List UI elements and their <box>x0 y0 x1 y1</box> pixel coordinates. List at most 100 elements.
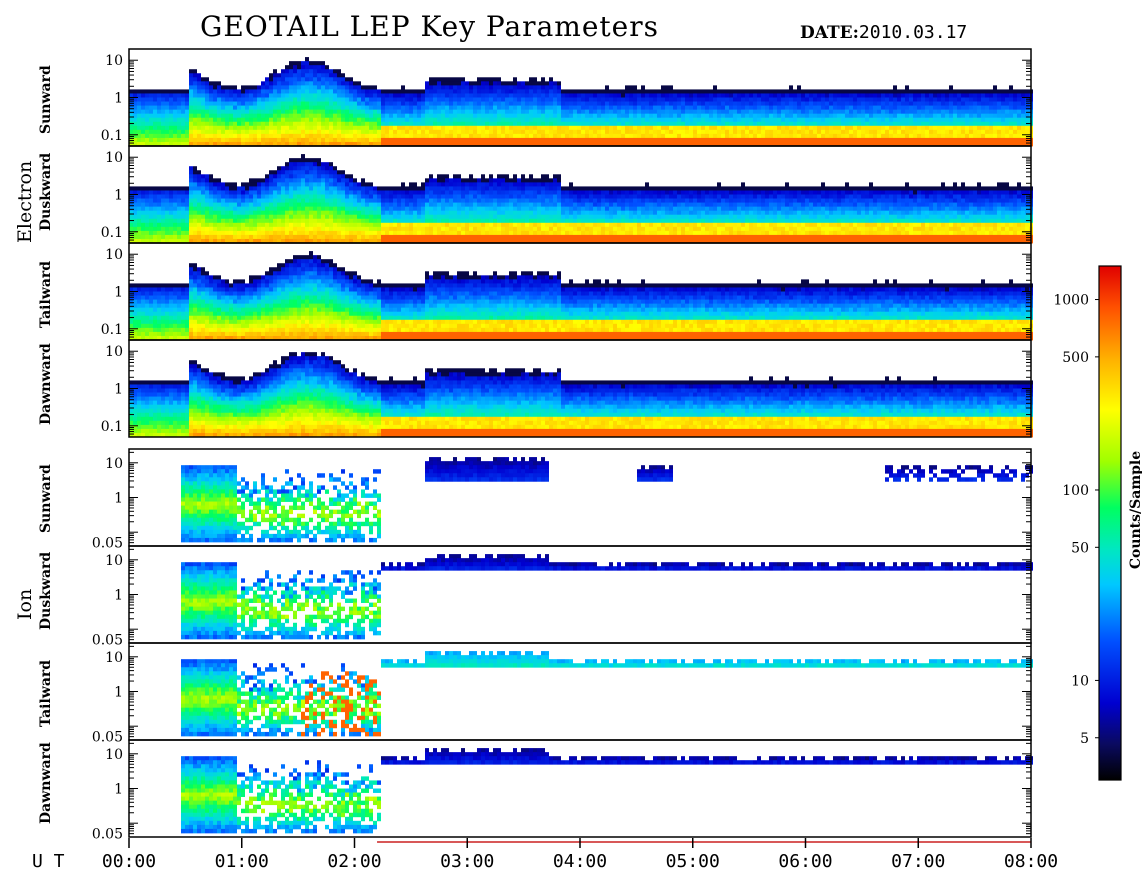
heatmap-cell <box>333 117 337 123</box>
heatmap-cell <box>269 186 273 191</box>
heatmap-cell <box>901 137 905 143</box>
heatmap-cell <box>625 129 629 135</box>
heatmap-cell <box>517 121 521 127</box>
heatmap-cell <box>677 97 681 102</box>
heatmap-cell <box>445 81 449 86</box>
heatmap-cell <box>529 121 533 127</box>
heatmap-cell <box>285 121 289 127</box>
heatmap-cell <box>305 97 309 102</box>
heatmap-cell <box>465 89 469 94</box>
heatmap-cell <box>213 129 217 135</box>
heatmap-cell <box>129 226 133 232</box>
heatmap-cell <box>345 230 349 236</box>
heatmap-cell <box>805 125 809 131</box>
heatmap-cell <box>313 230 317 236</box>
heatmap-cell <box>145 186 149 191</box>
heatmap-cell <box>325 109 329 115</box>
heatmap-cell <box>409 109 413 115</box>
heatmap-cell <box>513 93 517 98</box>
heatmap-cell <box>185 105 189 111</box>
heatmap-cell <box>365 210 369 216</box>
heatmap-cell <box>301 198 305 203</box>
heatmap-cell <box>201 85 205 90</box>
heatmap-cell <box>333 178 337 183</box>
heatmap-cell <box>333 222 337 228</box>
heatmap-cell <box>901 101 905 106</box>
heatmap-cell <box>669 121 673 127</box>
heatmap-cell <box>189 89 193 94</box>
heatmap-cell <box>205 206 209 212</box>
heatmap-cell <box>177 117 181 123</box>
heatmap-cell <box>417 238 421 244</box>
heatmap-cell <box>485 85 489 90</box>
heatmap-cell <box>193 133 197 139</box>
heatmap-cell <box>225 141 229 147</box>
heatmap-cell <box>149 234 153 240</box>
heatmap-cell <box>169 137 173 143</box>
heatmap-cell <box>177 214 181 220</box>
heatmap-cell <box>309 125 313 131</box>
heatmap-cell <box>613 93 617 98</box>
heatmap-cell <box>525 85 529 90</box>
heatmap-cell <box>365 234 369 240</box>
heatmap-cell <box>357 133 361 139</box>
heatmap-cell <box>885 137 889 143</box>
heatmap-cell <box>253 218 257 224</box>
heatmap-cell <box>597 121 601 127</box>
heatmap-cell <box>301 121 305 127</box>
heatmap-cell <box>281 174 285 179</box>
heatmap-cell <box>629 89 633 94</box>
heatmap-cell <box>717 133 721 139</box>
heatmap-cell <box>233 105 237 111</box>
heatmap-cell <box>993 129 997 135</box>
heatmap-cell <box>657 129 661 135</box>
heatmap-cell <box>553 117 557 123</box>
heatmap-cell <box>201 89 205 94</box>
heatmap-cell <box>485 214 489 220</box>
heatmap-cell <box>221 113 225 119</box>
heatmap-cell <box>369 109 373 115</box>
heatmap-cell <box>949 125 953 131</box>
heatmap-cell <box>145 218 149 224</box>
heatmap-cell <box>773 93 777 98</box>
heatmap-cell <box>317 77 321 82</box>
heatmap-cell <box>309 198 313 203</box>
heatmap-cell <box>465 178 469 183</box>
heatmap-cell <box>585 141 589 147</box>
heatmap-cell <box>565 89 569 94</box>
heatmap-cell <box>181 214 185 220</box>
heatmap-cell <box>277 238 281 244</box>
heatmap-cell <box>257 222 261 228</box>
heatmap-cell <box>569 117 573 123</box>
heatmap-cell <box>441 81 445 86</box>
heatmap-cell <box>889 121 893 127</box>
heatmap-cell <box>333 198 337 203</box>
heatmap-cell <box>425 121 429 127</box>
heatmap-cell <box>733 101 737 106</box>
heatmap-cell <box>381 238 385 244</box>
heatmap-cell <box>617 105 621 111</box>
heatmap-cell <box>381 89 385 94</box>
heatmap-cell <box>773 101 777 106</box>
heatmap-cell <box>189 210 193 216</box>
heatmap-cell <box>237 186 241 191</box>
heatmap-cell <box>349 226 353 232</box>
heatmap-cell <box>225 230 229 236</box>
heatmap-cell <box>465 218 469 224</box>
heatmap-cell <box>729 97 733 102</box>
heatmap-cell <box>289 133 293 139</box>
heatmap-cell <box>333 105 337 111</box>
heatmap-cell <box>581 129 585 135</box>
heatmap-cell <box>261 109 265 115</box>
heatmap-cell <box>277 129 281 135</box>
heatmap-cell <box>709 105 713 111</box>
heatmap-cell <box>493 125 497 131</box>
heatmap-cell <box>353 238 357 244</box>
heatmap-cell <box>701 121 705 127</box>
heatmap-cell <box>161 141 165 147</box>
heatmap-cell <box>297 234 301 240</box>
heatmap-cell <box>429 81 433 86</box>
heatmap-cell <box>429 186 433 191</box>
heatmap-cell <box>269 174 273 179</box>
heatmap-cell <box>181 238 185 244</box>
